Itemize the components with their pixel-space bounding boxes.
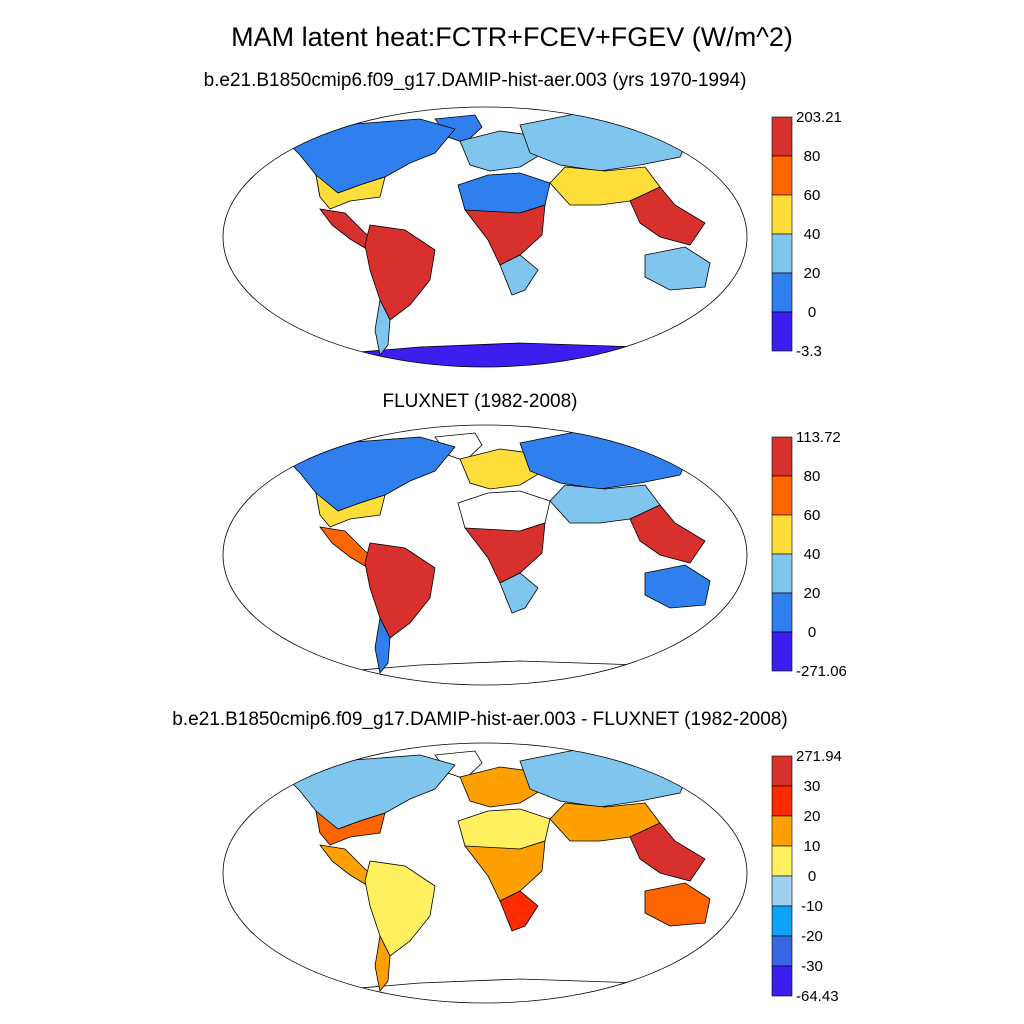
- colorbar-tick-label: 80: [804, 148, 821, 165]
- colorbar-swatch: [771, 475, 793, 516]
- land-antarctica: [299, 660, 691, 685]
- colorbar-swatch: [771, 155, 793, 196]
- colorbar-tick-label: 271.94: [796, 748, 842, 765]
- colorbar-swatch: [771, 785, 793, 817]
- figure-title: MAM latent heat:FCTR+FCEV+FGEV (W/m^2): [231, 22, 793, 52]
- colorbar-tick-label: 0: [808, 868, 816, 885]
- land-south-america: [364, 860, 436, 957]
- land-south-africa: [499, 890, 539, 932]
- land-south-america: [364, 224, 436, 321]
- panel-2-colorbar: 113.72 80 60 40 20 0 -271.06: [771, 429, 847, 680]
- land-south-america: [364, 542, 436, 639]
- colorbar-swatch: [771, 436, 793, 477]
- colorbar-swatch: [771, 935, 793, 967]
- land-australia: [644, 246, 711, 291]
- colorbar-tick-label: -3.3: [796, 343, 822, 360]
- panel-3-map: [222, 742, 748, 1004]
- map-frame: [222, 424, 748, 686]
- colorbar-swatch: [771, 194, 793, 235]
- colorbar-tick-label: 0: [808, 304, 816, 321]
- panel-1-map: [222, 106, 748, 368]
- colorbar-tick-label: 0: [808, 624, 816, 641]
- land-south-america-tip: [374, 934, 391, 992]
- land-south-africa: [499, 572, 539, 614]
- colorbar-swatch: [771, 553, 793, 594]
- map-frame: [222, 106, 748, 368]
- land-south-america-tip: [374, 298, 391, 356]
- colorbar-swatch: [771, 875, 793, 907]
- colorbar-tick-label: -30: [801, 958, 823, 975]
- colorbar-tick-label: -20: [801, 928, 823, 945]
- land-europe: [459, 130, 541, 172]
- colorbar-tick-label: 40: [804, 226, 821, 243]
- colorbar-swatch: [771, 965, 793, 997]
- colorbar-swatch: [771, 311, 793, 352]
- colorbar-tick-label: 40: [804, 546, 821, 563]
- land-europe: [459, 766, 541, 808]
- colorbar-swatch: [771, 514, 793, 555]
- colorbar-tick-label: 60: [804, 187, 821, 204]
- panel-3-colorbar: 271.94 30 20 10 0 -10 -20 -30 -64.43: [771, 748, 842, 1005]
- panel-3-title: b.e21.B1850cmip6.f09_g17.DAMIP-hist-aer.…: [172, 709, 788, 730]
- colorbar-tick-label: 30: [804, 778, 821, 795]
- land-north-america-south: [315, 174, 386, 210]
- colorbar-swatch: [771, 815, 793, 847]
- land-australia: [644, 564, 711, 609]
- colorbar-swatch: [771, 592, 793, 633]
- land-antarctica: [299, 342, 691, 367]
- colorbar-tick-label: 113.72: [796, 429, 841, 446]
- colorbar-tick-label: 20: [804, 808, 821, 825]
- colorbar-swatch: [771, 116, 793, 157]
- land-north-america-south: [315, 492, 386, 528]
- land-south-america-tip: [374, 616, 391, 674]
- panel-1-title: b.e21.B1850cmip6.f09_g17.DAMIP-hist-aer.…: [203, 70, 747, 91]
- map-landmasses: [281, 430, 711, 685]
- land-antarctica: [299, 978, 691, 1003]
- colorbar-swatch: [771, 233, 793, 274]
- colorbar-swatch: [771, 905, 793, 937]
- colorbar-tick-label: 20: [804, 585, 821, 602]
- colorbar-tick-label: -271.06: [796, 663, 847, 680]
- land-central-africa: [464, 522, 546, 584]
- colorbar-swatch: [771, 631, 793, 672]
- colorbar-tick-label: 80: [804, 468, 821, 485]
- colorbar-swatch: [771, 845, 793, 877]
- colorbar-tick-label: 10: [804, 838, 821, 855]
- colorbar-swatch: [771, 272, 793, 313]
- land-se-asia: [629, 822, 706, 882]
- land-europe: [459, 448, 541, 490]
- land-central-africa: [464, 204, 546, 266]
- land-south-africa: [499, 254, 539, 296]
- land-se-asia: [629, 186, 706, 246]
- land-north-america-south: [315, 810, 386, 846]
- colorbar-tick-label: -10: [801, 898, 823, 915]
- panel-2-map: [222, 424, 748, 686]
- map-landmasses: [281, 748, 711, 1003]
- land-central-africa: [464, 840, 546, 902]
- map-frame: [222, 742, 748, 1004]
- map-landmasses: [281, 112, 711, 367]
- colorbar-tick-label: 20: [804, 265, 821, 282]
- colorbar-tick-label: 203.21: [796, 109, 842, 126]
- colorbar-tick-label: -64.43: [796, 988, 839, 1005]
- panel-1-colorbar: 203.21 80 60 40 20 0 -3.3: [771, 109, 842, 360]
- land-australia: [644, 882, 711, 927]
- panel-2-title: FLUXNET (1982-2008): [382, 391, 578, 412]
- colorbar-swatch: [771, 755, 793, 787]
- colorbar-tick-label: 60: [804, 507, 821, 524]
- land-se-asia: [629, 504, 706, 564]
